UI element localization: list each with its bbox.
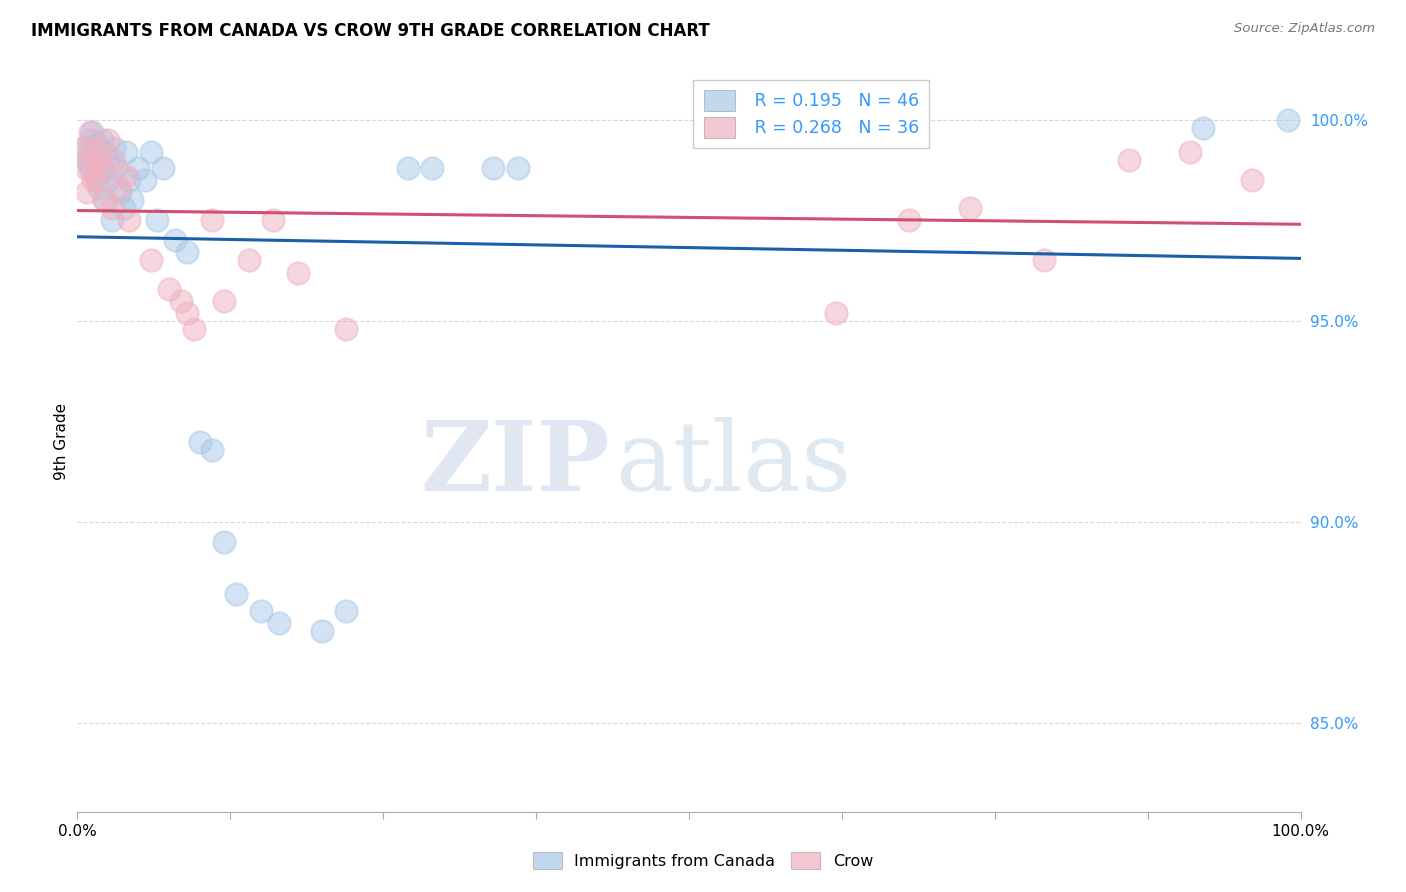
Point [82,141,104,155]
Point [183,322,205,336]
Text: atlas: atlas [616,417,852,511]
Point [212,535,235,549]
Point [1032,253,1054,268]
Point [108,181,131,195]
Point [898,213,921,227]
Point [212,293,235,308]
Point [97,153,120,167]
Point [134,173,156,187]
Point [139,145,162,159]
Legend:  R = 0.195   N = 46,  R = 0.268   N = 36: R = 0.195 N = 46, R = 0.268 N = 36 [693,80,929,148]
Point [335,603,357,617]
Point [112,201,135,215]
Point [90,165,112,179]
Point [100,213,122,227]
Point [396,161,419,175]
Point [94,193,117,207]
Point [1180,145,1202,159]
Point [1191,120,1213,135]
Point [93,193,115,207]
Point [152,161,174,175]
Point [76,185,98,199]
Point [127,161,149,175]
Point [98,173,121,187]
Point [118,213,141,227]
Point [72,145,94,159]
Point [97,133,120,147]
Point [90,133,112,147]
Point [79,125,101,139]
Point [79,145,101,159]
Point [165,233,187,247]
Point [80,125,103,139]
Point [105,161,128,175]
Point [170,293,193,308]
Point [201,213,224,227]
Point [139,253,162,268]
Point [262,213,284,227]
Point [84,169,107,183]
Point [115,169,138,183]
Point [250,603,273,617]
Point [84,153,107,167]
Point [225,587,247,601]
Point [84,153,107,167]
Point [76,153,98,167]
Point [420,161,443,175]
Point [188,434,211,449]
Text: ZIP: ZIP [420,417,609,511]
Point [87,161,110,175]
Point [157,282,180,296]
Point [959,201,981,215]
Point [75,161,97,175]
Point [1240,173,1263,187]
Point [1118,153,1140,167]
Point [93,145,115,159]
Point [108,185,131,199]
Point [176,245,198,260]
Point [269,615,291,630]
Point [72,141,94,155]
Text: IMMIGRANTS FROM CANADA VS CROW 9TH GRADE CORRELATION CHART: IMMIGRANTS FROM CANADA VS CROW 9TH GRADE… [31,22,710,40]
Point [121,193,143,207]
Point [103,141,125,155]
Point [118,173,141,187]
Legend: Immigrants from Canada, Crow: Immigrants from Canada, Crow [526,846,880,875]
Point [115,145,138,159]
Y-axis label: 9th Grade: 9th Grade [53,403,69,480]
Point [506,161,529,175]
Point [89,181,111,195]
Point [100,201,122,215]
Point [79,133,101,147]
Point [824,306,846,320]
Point [311,624,333,638]
Point [335,322,357,336]
Point [176,306,198,320]
Point [86,173,108,187]
Point [201,442,224,457]
Point [238,253,260,268]
Point [146,213,169,227]
Point [1277,112,1299,127]
Point [79,161,101,175]
Point [482,161,505,175]
Point [89,145,111,159]
Point [90,161,112,175]
Point [82,173,104,187]
Text: Source: ZipAtlas.com: Source: ZipAtlas.com [1234,22,1375,36]
Point [86,136,108,151]
Point [103,153,125,167]
Point [287,266,309,280]
Point [80,161,103,175]
